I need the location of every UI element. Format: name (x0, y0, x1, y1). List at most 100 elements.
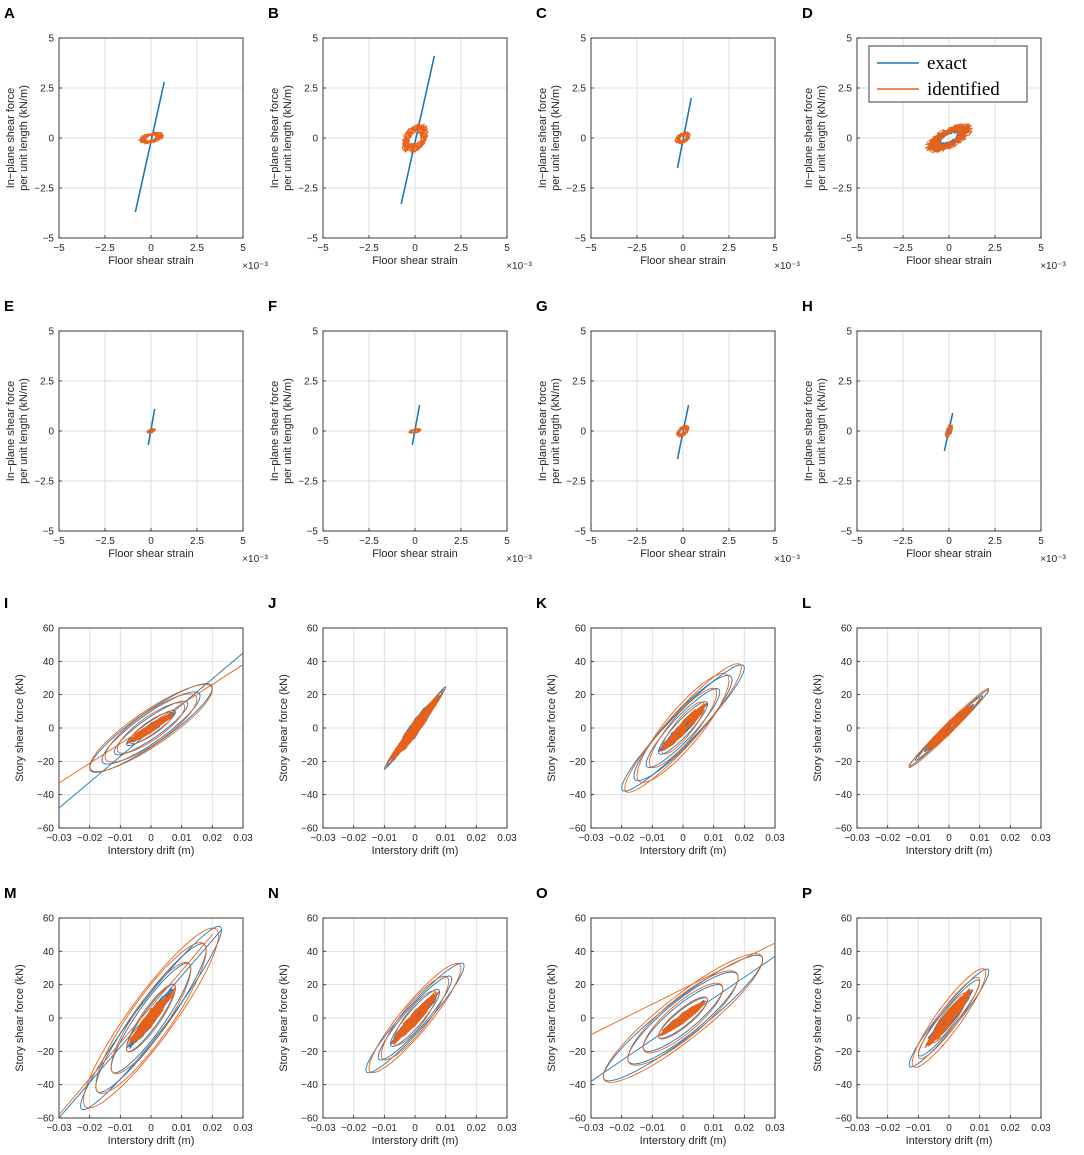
hysteresis-loop-identified (917, 976, 981, 1060)
series-identified (944, 423, 954, 439)
y-tick-label: −60 (37, 1114, 54, 1125)
x-tick-label: 2.5 (988, 243, 1002, 254)
x-tick-label: 0.02 (1001, 1123, 1021, 1134)
y-tick-label: −2.5 (298, 477, 318, 488)
series-cluster-identified (675, 424, 690, 438)
y-tick-label: −20 (569, 757, 586, 768)
x-tick-label: −2.5 (359, 536, 379, 547)
panel-label-d: D (802, 5, 813, 22)
hysteresis-loop-exact (113, 700, 189, 756)
y-tick-label: 0 (312, 724, 318, 735)
y-tick-label: 0 (846, 134, 852, 145)
y-axis-label-line2: per unit length (kN/m) (18, 378, 30, 484)
panel-d: D −5 −2.5 0 2.5 5 5 2.5 0 −2.5 −5 Floor shear strai… (802, 5, 1066, 272)
y-tick-label: 0 (580, 134, 586, 145)
y-tick-label: 0 (846, 724, 852, 735)
x-tick-label: 0 (946, 833, 952, 844)
x-axis-exponent: ×10⁻³ (506, 554, 532, 565)
x-tick-label: 0.03 (497, 833, 517, 844)
y-tick-label: −2.5 (34, 184, 54, 195)
y-tick-label: −40 (37, 790, 54, 801)
y-tick-label: −5 (307, 234, 319, 245)
y-tick-label: −40 (835, 790, 852, 801)
x-tick-label: 0 (148, 243, 154, 254)
x-tick-label: −5 (585, 536, 597, 547)
x-axis-exponent: ×10⁻³ (774, 554, 800, 565)
y-tick-label: −2.5 (566, 184, 586, 195)
x-tick-label: −0.02 (341, 1123, 367, 1134)
x-axis-exponent: ×10⁻³ (774, 261, 800, 272)
y-tick-label: −20 (301, 1047, 318, 1058)
x-tick-label: −0.02 (875, 1123, 901, 1134)
y-axis-label-line1: In−plane shear force (537, 381, 549, 482)
x-tick-label: 0.02 (467, 1123, 487, 1134)
x-tick-label: 0.02 (735, 833, 755, 844)
x-tick-label: −0.01 (906, 1123, 932, 1134)
plot-area (383, 686, 447, 770)
x-tick-label: 0.02 (1001, 833, 1021, 844)
panel-label-j: J (268, 595, 276, 612)
plot-area (407, 404, 422, 446)
y-tick-label: −60 (301, 824, 318, 835)
series-identified (924, 122, 974, 154)
y-tick-label: −2.5 (832, 184, 852, 195)
x-tick-label: 0 (680, 1123, 686, 1134)
series-cluster-identified (401, 121, 429, 154)
x-tick-label: −5 (585, 243, 597, 254)
hysteresis-core-identified (126, 712, 176, 744)
y-tick-label: 40 (575, 657, 587, 668)
panel-i: I −0.03 −0.02 −0.01 0 0.01 0.02 0.03 60 40 20 0 −20 −… (4, 595, 253, 857)
x-tick-label: 0 (148, 833, 154, 844)
panel-o: O −0.03 −0.02 −0.01 0 0.01 0.02 0.03 60 40 20 0 −20 −… (536, 885, 785, 1147)
panel-label-k: K (536, 595, 547, 612)
panel-label-c: C (536, 5, 547, 22)
y-axis-label-line2: per unit length (kN/m) (550, 378, 562, 484)
x-tick-label: −0.01 (640, 1123, 666, 1134)
panel-label-n: N (268, 885, 279, 902)
y-tick-label: −40 (569, 790, 586, 801)
y-axis-label-line1: In−plane shear force (803, 381, 815, 482)
x-tick-label: 0.01 (172, 1123, 192, 1134)
x-tick-label: 0.03 (233, 833, 253, 844)
y-tick-label: 40 (841, 657, 853, 668)
x-tick-label: 5 (772, 536, 778, 547)
panel-label-l: L (802, 595, 811, 612)
y-axis-label: Story shear force (kN) (14, 964, 26, 1072)
plot-area (59, 652, 243, 809)
series-exact (147, 408, 156, 446)
y-tick-label: 0 (48, 1014, 54, 1025)
series-exact (943, 412, 954, 452)
x-tick-label: 0.03 (1031, 833, 1051, 844)
y-axis-label-line1: In−plane shear force (269, 88, 281, 189)
hysteresis-core-identified (658, 1000, 707, 1037)
axes-box (58, 627, 244, 829)
x-tick-label: −0.02 (875, 833, 901, 844)
y-axis-label-line2: per unit length (kN/m) (282, 378, 294, 484)
x-axis-label: Floor shear strain (640, 548, 726, 560)
hysteresis-loop-exact (645, 688, 721, 768)
x-tick-label: 2.5 (190, 536, 204, 547)
x-tick-label: 0.01 (704, 833, 724, 844)
x-axis-label: Floor shear strain (640, 255, 726, 267)
x-axis-exponent: ×10⁻³ (242, 261, 268, 272)
y-tick-label: 2.5 (838, 84, 852, 95)
hysteresis-branch-identified (59, 934, 213, 1115)
x-tick-label: 0.02 (467, 833, 487, 844)
x-tick-label: 0 (680, 833, 686, 844)
plot-area (908, 968, 990, 1068)
hysteresis-loop-identified (624, 663, 742, 793)
hysteresis-loop-identified (380, 975, 450, 1061)
y-tick-label: −5 (841, 234, 853, 245)
y-tick-label: 0 (48, 427, 54, 438)
series-identified (407, 428, 422, 434)
x-tick-label: −2.5 (95, 243, 115, 254)
series-line-exact (411, 404, 421, 446)
plot-area (943, 412, 954, 452)
y-tick-label: 60 (43, 914, 55, 925)
y-tick-label: 5 (48, 34, 54, 45)
hysteresis-loop-exact (80, 925, 222, 1111)
hysteresis-loop-identified (95, 942, 207, 1094)
panel-label-i: I (4, 595, 8, 612)
axes-box (590, 917, 776, 1119)
x-tick-label: 0.03 (497, 1123, 517, 1134)
